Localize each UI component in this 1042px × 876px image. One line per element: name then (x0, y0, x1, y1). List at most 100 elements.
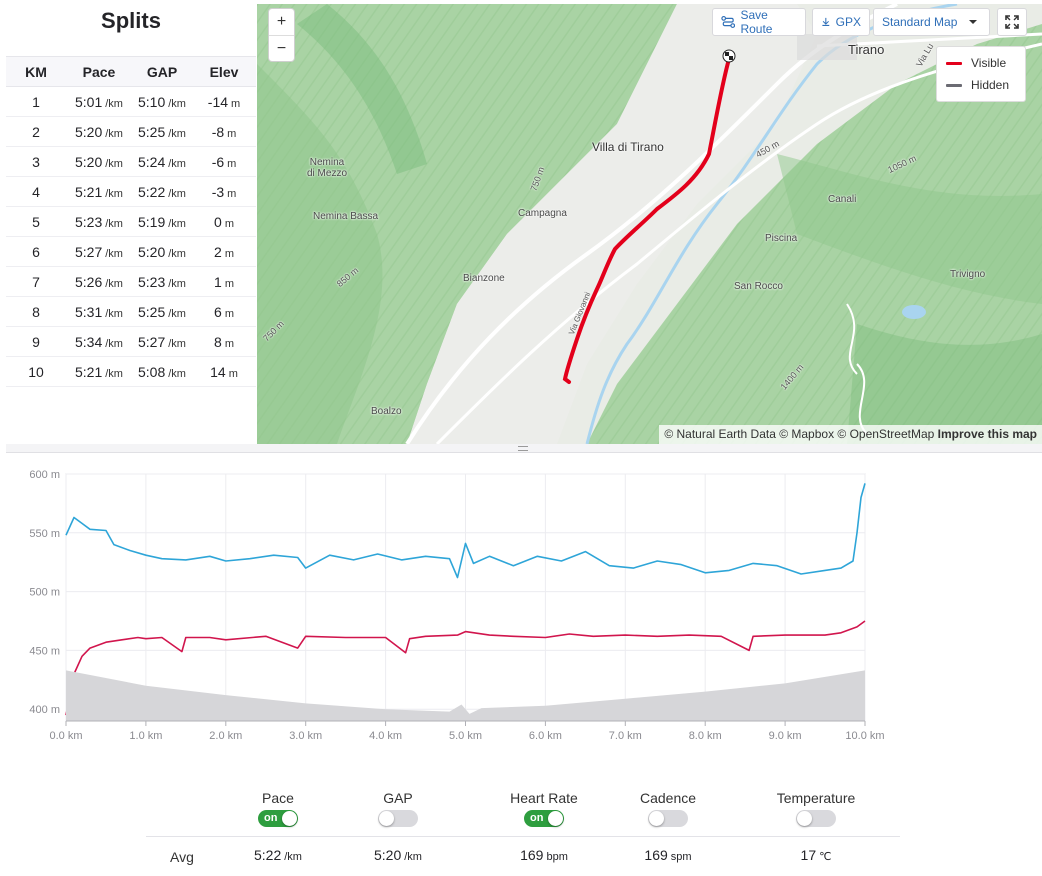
zoom-in-button[interactable]: + (276, 13, 287, 30)
split-row[interactable]: 8 5:31/km 5:25/km 6 m (6, 296, 256, 327)
avg-temperature: 17 ℃ (756, 847, 876, 863)
split-pace-value: 5:23 (75, 213, 103, 230)
avg-gap-unit: /km (404, 851, 422, 863)
metric-gap-toggle[interactable] (378, 810, 418, 827)
analysis-chart[interactable]: 600 m 550 m 500 m 450 m 400 m 0.0 km 1.0 km 2.0… (6, 456, 906, 756)
split-gap-unit: /km (168, 97, 186, 110)
split-row[interactable]: 7 5:26/km 5:23/km 1 m (6, 266, 256, 297)
split-km-value: 2 (32, 123, 40, 140)
split-pace: 5:26/km (66, 266, 132, 297)
splits-table: KM Pace GAP Elev 1 5:01/km 5:10/km -14 m 2 5:2… (6, 56, 256, 387)
split-elev: -14 m (192, 86, 256, 117)
map-label-tirano: Tirano (848, 42, 885, 57)
metric-pace-toggle[interactable]: on (258, 810, 298, 827)
header-gap: GAP (132, 56, 192, 87)
route-map[interactable]: Tirano Villa di Tirano Nemina di Mezzo N… (257, 4, 1042, 444)
split-pace: 5:20/km (66, 116, 132, 147)
legend-visible-label: Visible (971, 56, 1007, 70)
improve-map-link[interactable]: Improve this map (937, 427, 1037, 441)
legend-hidden-swatch (946, 83, 962, 87)
x-tick-label: 2.0 km (209, 730, 242, 742)
metric-heart-rate-label: Heart Rate (510, 790, 578, 806)
metric-heart-rate-toggle[interactable]: on (524, 810, 564, 827)
y-tick-label: 450 m (29, 645, 60, 657)
split-gap-value: 5:25 (138, 303, 166, 320)
map-attribution: © Natural Earth Data © Mapbox © OpenStre… (659, 425, 1042, 444)
map-legend: Visible Hidden (936, 46, 1026, 102)
split-row[interactable]: 5 5:23/km 5:19/km 0 m (6, 206, 256, 237)
split-elev-value: 0 (214, 213, 222, 230)
split-gap: 5:23/km (132, 266, 192, 297)
split-pace: 5:01/km (66, 86, 132, 117)
resize-divider[interactable] (6, 444, 1042, 453)
split-gap-unit: /km (168, 187, 186, 200)
fullscreen-button[interactable] (997, 8, 1027, 36)
map-style-select[interactable]: Standard Map (873, 8, 990, 36)
split-gap: 5:08/km (132, 356, 192, 387)
x-tick-label: 4.0 km (369, 730, 402, 742)
split-row[interactable]: 10 5:21/km 5:08/km 14 m (6, 356, 256, 387)
split-pace-value: 5:20 (75, 123, 103, 140)
avg-divider (146, 836, 900, 837)
split-gap-value: 5:10 (138, 93, 166, 110)
split-gap-value: 5:08 (138, 363, 166, 380)
split-elev-value: -14 (207, 93, 229, 110)
fullscreen-icon (1005, 15, 1019, 29)
drag-handle-icon[interactable] (518, 446, 528, 451)
metric-cadence-toggle[interactable] (648, 810, 688, 827)
split-km-value: 10 (28, 363, 44, 380)
metric-gap-label: GAP (383, 790, 413, 806)
split-km-value: 1 (32, 93, 40, 110)
toggle-knob (548, 811, 563, 826)
split-elev-value: 2 (214, 243, 222, 260)
series-heart-rate-line (65, 620, 866, 716)
map-label-boalzo: Boalzo (371, 406, 402, 417)
split-gap: 5:24/km (132, 146, 192, 177)
split-row[interactable]: 1 5:01/km 5:10/km -14 m (6, 86, 256, 117)
save-route-button[interactable]: Save Route (712, 8, 806, 36)
split-row[interactable]: 2 5:20/km 5:25/km -8 m (6, 116, 256, 147)
split-elev-value: -6 (211, 153, 225, 170)
split-row[interactable]: 6 5:27/km 5:20/km 2 m (6, 236, 256, 267)
split-pace-value: 5:21 (75, 363, 103, 380)
save-route-label: Save Route (740, 8, 773, 36)
split-row[interactable]: 4 5:21/km 5:22/km -3 m (6, 176, 256, 207)
header-elev: Elev (192, 56, 256, 87)
header-pace: Pace (66, 56, 132, 87)
split-elev-unit: m (231, 97, 241, 110)
split-elev-unit: m (227, 127, 237, 140)
split-elev-value: 6 (214, 303, 222, 320)
split-km: 4 (6, 176, 66, 207)
legend-hidden: Hidden (946, 78, 1009, 92)
y-tick-label: 600 m (29, 469, 60, 481)
split-km-value: 4 (32, 183, 40, 200)
map-label-villa-di-tirano: Villa di Tirano (592, 140, 664, 154)
gpx-button[interactable]: GPX (812, 8, 870, 36)
split-gap-unit: /km (168, 367, 186, 380)
split-gap-unit: /km (168, 127, 186, 140)
split-pace-unit: /km (105, 217, 123, 230)
split-elev: -6 m (192, 146, 256, 177)
split-row[interactable]: 3 5:20/km 5:24/km -6 m (6, 146, 256, 177)
metric-cadence-label: Cadence (639, 790, 697, 806)
toggle-knob (282, 811, 297, 826)
metric-temperature-toggle[interactable] (796, 810, 836, 827)
zoom-out-button[interactable]: − (269, 35, 294, 61)
split-km: 8 (6, 296, 66, 327)
x-tick-label: 7.0 km (609, 730, 642, 742)
split-km: 3 (6, 146, 66, 177)
split-pace-unit: /km (105, 97, 123, 110)
split-pace-value: 5:31 (75, 303, 103, 320)
x-tick-label: 3.0 km (289, 730, 322, 742)
toggle-knob (649, 811, 664, 826)
toggle-knob (379, 811, 394, 826)
split-row[interactable]: 9 5:34/km 5:27/km 8 m (6, 326, 256, 357)
map-label-trivigno: Trivigno (950, 269, 986, 280)
split-elev: 14 m (192, 356, 256, 387)
split-km-value: 5 (32, 213, 40, 230)
y-tick-label: 550 m (29, 528, 60, 540)
split-gap-unit: /km (168, 277, 186, 290)
avg-pace-unit: /km (284, 851, 302, 863)
